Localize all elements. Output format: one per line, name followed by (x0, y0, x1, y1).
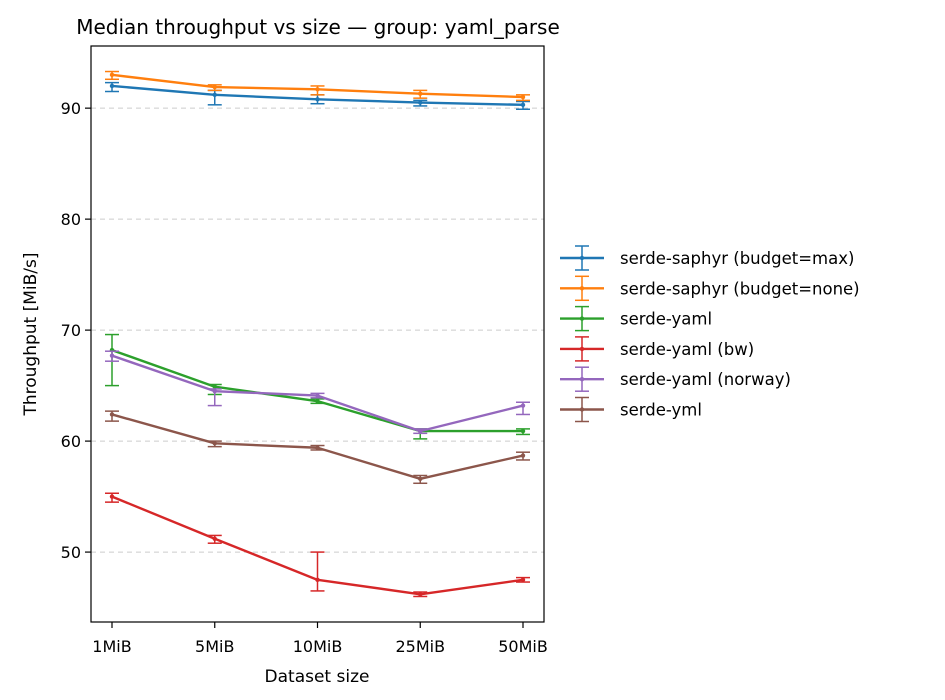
series-5 (105, 410, 530, 485)
legend-marker (579, 255, 585, 261)
series-3 (105, 492, 530, 598)
y-axis-label: Throughput [MiB/s] (21, 252, 41, 416)
x-tick-label: 1MiB (92, 637, 131, 656)
data-point (212, 384, 217, 389)
data-point (520, 102, 526, 108)
x-tick-label: 50MiB (498, 637, 548, 656)
legend-label: serde-yaml (norway) (620, 370, 791, 389)
data-point (315, 393, 320, 398)
series-line (111, 348, 523, 433)
legend-entry: serde-yaml (560, 305, 712, 332)
data-point (109, 72, 115, 78)
data-point (418, 91, 423, 96)
legend-entry: serde-yaml (bw) (560, 336, 754, 362)
x-tick-label: 10MiB (293, 637, 343, 656)
y-tick-label: 50 (61, 543, 81, 562)
y-axis: 50 60 70 80 90 (61, 99, 91, 562)
data-point (315, 445, 320, 450)
legend-marker (579, 286, 585, 291)
series-4 (105, 350, 530, 435)
data-point (109, 353, 115, 358)
data-point (212, 536, 217, 541)
legend-marker (579, 316, 585, 321)
legend-entry: serde-saphyr (budget=none) (560, 275, 860, 302)
legend-label: serde-saphyr (budget=max) (620, 249, 854, 268)
data-point (418, 476, 423, 482)
legend-entry: serde-saphyr (budget=max) (560, 245, 854, 271)
grid (91, 107, 544, 553)
y-tick-label: 90 (61, 99, 81, 118)
plot-frame (90, 45, 545, 623)
legend-entry: serde-yaml (norway) (560, 366, 791, 392)
data-point (315, 87, 320, 92)
data-point (520, 94, 526, 100)
y-tick-label: 80 (61, 210, 81, 229)
y-tick-label: 70 (61, 321, 81, 340)
data-point (109, 83, 115, 89)
legend-label: serde-saphyr (budget=none) (620, 279, 860, 298)
chart-title: Median throughput vs size — group: yaml_… (76, 15, 560, 39)
data-point (212, 388, 217, 394)
data-point (109, 412, 115, 417)
data-point (418, 592, 423, 597)
data-point (520, 428, 526, 434)
data-point (315, 97, 320, 102)
legend: serde-saphyr (budget=max) serde-saphyr (b… (560, 245, 860, 423)
y-tick-label: 60 (61, 432, 81, 451)
data-point (212, 441, 217, 446)
legend-entry: serde-yml (560, 396, 702, 423)
data-point (212, 84, 217, 90)
series-1 (105, 70, 530, 102)
data-point (315, 577, 320, 583)
data-point (520, 453, 526, 458)
legend-label: serde-yaml (620, 310, 712, 329)
x-tick-label: 25MiB (395, 637, 445, 656)
x-axis-label: Dataset size (265, 667, 370, 687)
data-point (418, 100, 423, 105)
series-layer (105, 70, 530, 598)
data-point (520, 403, 526, 408)
data-point (212, 92, 217, 98)
legend-label: serde-yml (620, 401, 702, 420)
data-point (418, 428, 423, 434)
x-axis: 1MiB 5MiB 10MiB 25MiB 50MiB (92, 622, 548, 656)
x-tick-label: 5MiB (195, 637, 234, 656)
legend-marker (579, 346, 585, 352)
data-point (109, 494, 115, 499)
legend-marker (579, 407, 585, 412)
legend-marker (579, 377, 585, 382)
legend-label: serde-yaml (bw) (620, 340, 754, 359)
data-point (520, 577, 526, 583)
data-point (315, 398, 320, 404)
series-2 (105, 333, 530, 440)
